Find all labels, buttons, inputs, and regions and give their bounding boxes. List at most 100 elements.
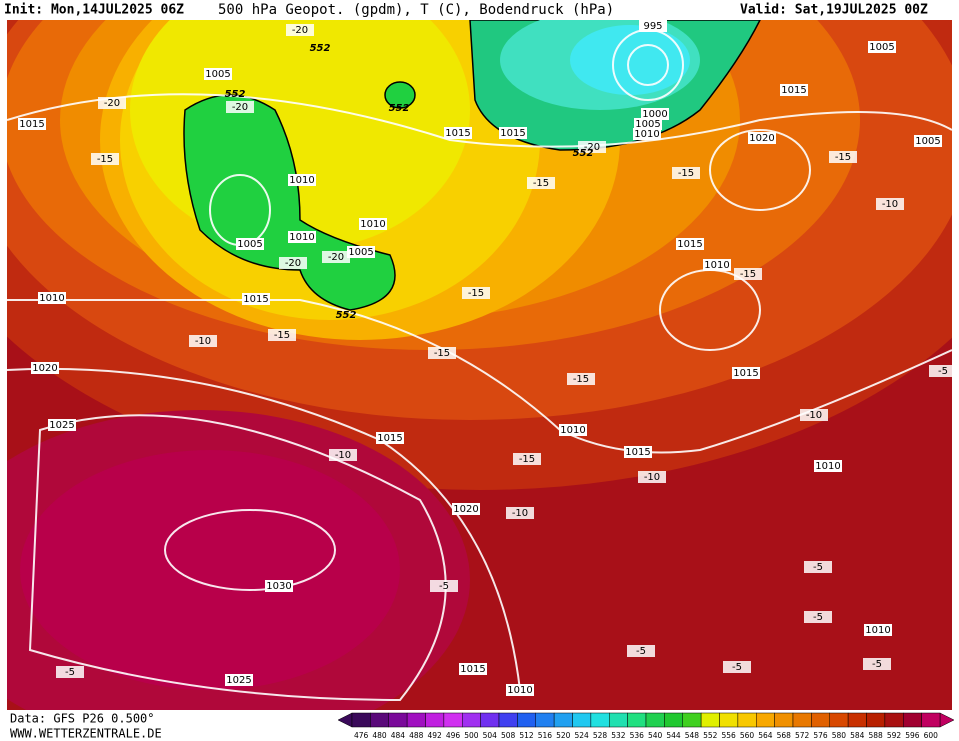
- pressure-label: 1005: [869, 42, 894, 53]
- temperature-label: -15: [573, 374, 589, 385]
- geopotential-label: 552: [336, 310, 357, 321]
- colorbar-swatch: [829, 712, 849, 728]
- colorbar-label: 504: [483, 731, 498, 740]
- label-box: [38, 292, 66, 304]
- pressure-label: 1025: [226, 675, 251, 686]
- colorbar-swatch: [535, 712, 555, 728]
- geopotential-label: 552: [573, 148, 594, 159]
- label-box: [499, 127, 527, 139]
- label-box: [56, 666, 84, 678]
- pressure-label: 1010: [704, 260, 729, 271]
- colorbar-label: 524: [575, 731, 590, 740]
- temperature-label: -10: [882, 199, 898, 210]
- colorbar-swatch: [774, 712, 794, 728]
- label-box: [780, 84, 808, 96]
- colorbar-label: 600: [924, 731, 939, 740]
- colorbar-arrow-right: [939, 712, 955, 728]
- colorbar-swatch: [572, 712, 592, 728]
- colorbar-label: 532: [611, 731, 626, 740]
- label-box: [98, 97, 126, 109]
- colorbar-swatch: [425, 712, 445, 728]
- colorbar: 476 480 484 488 492 496 500 504 508 512 516 520 524 5…: [337, 712, 955, 740]
- pressure-label: 1010: [360, 219, 385, 230]
- label-box: [734, 268, 762, 280]
- label-box: [225, 674, 253, 686]
- temperature-label: -10: [512, 508, 528, 519]
- label-box: [634, 118, 662, 130]
- temperature-label: -5: [813, 612, 823, 623]
- pressure-label: 1000: [642, 109, 667, 120]
- label-box: [513, 453, 541, 465]
- temperature-label: -15: [835, 152, 851, 163]
- label-box: [459, 663, 487, 675]
- colorbar-label: 552: [703, 731, 718, 740]
- colorbar-swatch: [866, 712, 886, 728]
- temperature-label: -15: [519, 454, 535, 465]
- label-box: [829, 151, 857, 163]
- colorbar-label: 564: [758, 731, 773, 740]
- pressure-label: 1005: [635, 119, 660, 130]
- label-box: [236, 238, 264, 250]
- colorbar-swatch: [737, 712, 757, 728]
- colorbar-swatch: [884, 712, 904, 728]
- colorbar-label: 500: [464, 731, 479, 740]
- temperature-label: -5: [732, 662, 742, 673]
- colorbar-label: 576: [813, 731, 828, 740]
- pressure-label: 1015: [781, 85, 806, 96]
- colorbar-label: 492: [428, 731, 443, 740]
- temperature-label: -15: [533, 178, 549, 189]
- pressure-label: 1015: [733, 368, 758, 379]
- colorbar-swatch: [700, 712, 720, 728]
- label-box: [641, 108, 669, 120]
- colorbar-label: 580: [832, 731, 847, 740]
- label-box: [639, 20, 667, 32]
- label-box: [868, 41, 896, 53]
- label-box: [265, 580, 293, 592]
- colorbar-label: 516: [538, 731, 553, 740]
- colorbar-arrow-left: [337, 712, 353, 728]
- label-box: [286, 24, 314, 36]
- colorbar-label: 528: [593, 731, 608, 740]
- label-box: [18, 118, 46, 130]
- label-box: [506, 684, 534, 696]
- colorbar-label: 596: [905, 731, 920, 740]
- colorbar-label: 484: [391, 731, 406, 740]
- temperature-label: -15: [678, 168, 694, 179]
- label-box: [376, 432, 404, 444]
- pressure-label: 1015: [243, 294, 268, 305]
- colorbar-swatch: [921, 712, 941, 728]
- colorbar-swatch: [756, 712, 775, 728]
- pressure-label: 1015: [625, 447, 650, 458]
- colorbar-swatch: [645, 712, 665, 728]
- header: Init: Mon,14JUL2025 06Z 500 hPa Geopot. …: [4, 2, 928, 18]
- colorbar-label: 548: [685, 731, 700, 740]
- label-box: [347, 246, 375, 258]
- colorbar-swatch: [553, 712, 573, 728]
- label-box: [189, 335, 217, 347]
- label-box: [322, 251, 350, 263]
- colorbar-label: 540: [648, 731, 663, 740]
- pressure-label: 1020: [749, 133, 774, 144]
- colorbar-label: 588: [869, 731, 884, 740]
- label-box: [226, 101, 254, 113]
- temperature-label: -5: [813, 562, 823, 573]
- temperature-label: -15: [468, 288, 484, 299]
- label-box: [527, 177, 555, 189]
- pressure-label: 1015: [377, 433, 402, 444]
- geopotential-label: 552: [310, 43, 331, 54]
- pressure-label: 995: [643, 21, 662, 32]
- init-time: Init: Mon,14JUL2025 06Z: [4, 3, 184, 18]
- colorbar-label: 480: [372, 731, 387, 740]
- pressure-label: 1010: [865, 625, 890, 636]
- label-box: [804, 561, 832, 573]
- pressure-label: 1015: [460, 664, 485, 675]
- label-box: [814, 460, 842, 472]
- colorbar-label: 560: [740, 731, 755, 740]
- temperature-label: -5: [439, 581, 449, 592]
- pressure-label: 1030: [266, 581, 291, 592]
- label-box: [204, 68, 232, 80]
- colorbar-label: 572: [795, 731, 810, 740]
- map-title: 500 hPa Geopot. (gpdm), T (C), Bodendruc…: [218, 2, 614, 18]
